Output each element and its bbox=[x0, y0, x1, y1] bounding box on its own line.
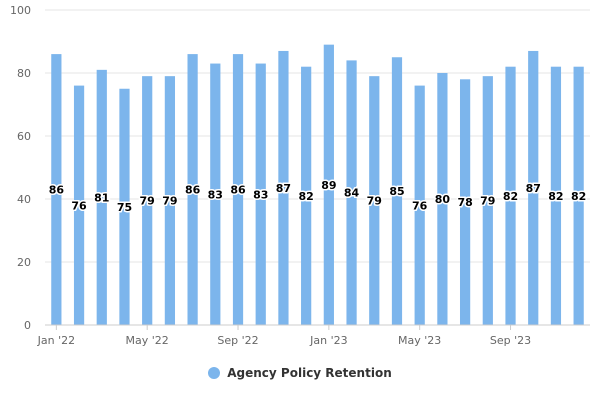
bar[interactable] bbox=[550, 66, 562, 325]
data-label: 79 bbox=[367, 195, 382, 208]
x-tick-label: May '23 bbox=[398, 334, 441, 347]
data-label: 83 bbox=[253, 188, 268, 201]
bar[interactable] bbox=[301, 66, 312, 325]
bar[interactable] bbox=[232, 54, 244, 325]
data-label: 87 bbox=[526, 182, 541, 195]
bar[interactable] bbox=[73, 85, 85, 325]
data-label: 82 bbox=[548, 190, 563, 203]
data-label: 79 bbox=[480, 195, 495, 208]
bar[interactable] bbox=[210, 63, 221, 326]
bar[interactable] bbox=[51, 54, 62, 325]
y-tick-label: 20 bbox=[17, 256, 31, 269]
data-label: 82 bbox=[503, 190, 518, 203]
x-tick-label: May '22 bbox=[126, 334, 169, 347]
bar[interactable] bbox=[142, 76, 153, 326]
bar[interactable] bbox=[346, 60, 357, 326]
data-label: 85 bbox=[389, 185, 404, 198]
y-tick-label: 40 bbox=[17, 193, 31, 206]
bar[interactable] bbox=[528, 50, 539, 325]
bar[interactable] bbox=[187, 54, 198, 325]
x-tick-label: Jan '22 bbox=[37, 334, 75, 347]
bar[interactable] bbox=[278, 50, 289, 325]
x-tick-label: Jan '23 bbox=[309, 334, 347, 347]
bar[interactable] bbox=[437, 73, 448, 325]
data-labels: 86 76 81 75 79 79 86 83 86 83 87 82 89 84 79 85 76 80 78 79… bbox=[47, 177, 588, 215]
x-axis: Jan '22 May '22 Sep '22 Jan '23 May '23 Sep '… bbox=[37, 324, 590, 347]
data-label: 82 bbox=[298, 190, 313, 203]
bar[interactable] bbox=[164, 76, 176, 326]
bar[interactable] bbox=[573, 66, 584, 325]
data-label: 79 bbox=[140, 195, 155, 208]
legend[interactable]: Agency Policy Retention bbox=[0, 363, 600, 383]
bar[interactable] bbox=[459, 79, 471, 325]
data-label: 83 bbox=[208, 188, 223, 201]
data-label: 80 bbox=[435, 193, 451, 206]
data-label: 89 bbox=[321, 179, 336, 192]
bar[interactable] bbox=[255, 63, 266, 326]
bar[interactable] bbox=[323, 44, 334, 326]
data-label: 84 bbox=[344, 187, 360, 200]
bar[interactable] bbox=[119, 88, 130, 325]
data-label: 86 bbox=[230, 184, 246, 197]
data-label: 86 bbox=[185, 184, 201, 197]
bar-series bbox=[51, 44, 584, 326]
bar[interactable] bbox=[482, 76, 493, 326]
data-label: 79 bbox=[162, 195, 177, 208]
data-label: 87 bbox=[276, 182, 291, 195]
y-tick-label: 0 bbox=[24, 319, 31, 332]
y-axis: 0 20 40 60 80 100 bbox=[10, 4, 31, 332]
bar[interactable] bbox=[96, 69, 107, 325]
data-label: 82 bbox=[571, 190, 586, 203]
legend-label: Agency Policy Retention bbox=[227, 366, 392, 380]
y-tick-label: 80 bbox=[17, 67, 31, 80]
y-tick-label: 100 bbox=[10, 4, 31, 17]
x-tick-label: Sep '22 bbox=[217, 334, 258, 347]
bar[interactable] bbox=[505, 66, 516, 325]
legend-marker-icon bbox=[208, 367, 221, 379]
y-tick-label: 60 bbox=[17, 130, 31, 143]
data-label: 81 bbox=[94, 191, 109, 204]
data-label: 75 bbox=[117, 201, 132, 214]
data-label: 76 bbox=[412, 199, 428, 212]
bar[interactable] bbox=[391, 57, 403, 325]
data-label: 78 bbox=[457, 196, 472, 209]
data-label: 76 bbox=[71, 199, 87, 212]
data-label: 86 bbox=[49, 184, 65, 197]
bar[interactable] bbox=[369, 76, 380, 326]
x-tick-label: Sep '23 bbox=[490, 334, 531, 347]
bar[interactable] bbox=[414, 85, 425, 325]
